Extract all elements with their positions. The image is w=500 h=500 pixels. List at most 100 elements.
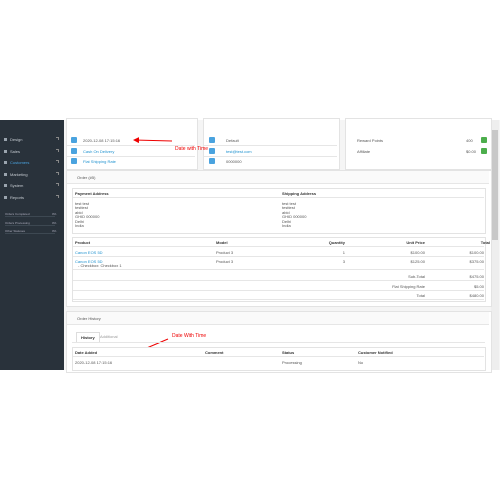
- address-line: GHID 000000: [282, 214, 307, 220]
- unit-price: $125.00: [410, 259, 425, 264]
- detail: Cash On Delivery: [83, 148, 115, 154]
- stat-label: Orders Processing: [5, 220, 30, 225]
- address-line: GHID 000000: [75, 214, 100, 220]
- address-line: India: [75, 223, 84, 228]
- panel-header-bg: [67, 312, 489, 325]
- divider: [67, 155, 195, 157]
- column-header: Status: [282, 350, 295, 355]
- annotation: Date with Time: [175, 146, 209, 152]
- menu-icon: [4, 138, 7, 141]
- icon: [71, 158, 77, 164]
- menu-item[interactable]: Customers: [10, 160, 30, 165]
- customer-info: 0000000: [226, 159, 242, 164]
- divider: [73, 280, 484, 281]
- menu-item[interactable]: Marketing: [10, 171, 28, 177]
- tab[interactable]: Additional: [100, 334, 118, 339]
- option-value: 400: [466, 138, 473, 143]
- menu-icon: [4, 195, 7, 199]
- option-value: $0.00: [466, 148, 477, 154]
- total-value: $480.00: [469, 293, 484, 298]
- icon: [71, 137, 77, 143]
- panel-options: [345, 118, 492, 170]
- address-line: testtest: [75, 205, 88, 211]
- address-line: Delhi: [282, 218, 292, 224]
- divider: [73, 269, 484, 270]
- product-name[interactable]: Canon EOS 5D: [75, 259, 103, 264]
- panel-title: Order (#5): [77, 175, 96, 180]
- divider: [73, 299, 484, 300]
- menu-icon: [4, 149, 7, 153]
- stat-value: 0%: [52, 212, 57, 216]
- menu-item[interactable]: Reports: [10, 194, 25, 200]
- history-cell: Processing: [282, 360, 302, 365]
- scroll-thumb: [492, 130, 498, 240]
- tab[interactable]: History: [76, 332, 100, 342]
- address-header: Shipping Address: [282, 191, 317, 196]
- sidebar: [0, 120, 64, 370]
- icon: [71, 147, 77, 154]
- menu-caret: [56, 148, 59, 152]
- history-cell: 2020-12-08 17:15:16: [75, 360, 113, 365]
- address-table: [72, 188, 486, 234]
- total-value: $5.00: [473, 283, 484, 289]
- address-line: India: [282, 223, 291, 228]
- divider: [73, 246, 484, 247]
- address-line: testtest: [282, 205, 295, 211]
- total-label: Sub-Total: [408, 274, 425, 279]
- option-button[interactable]: [481, 147, 487, 154]
- history-table: [72, 347, 486, 371]
- divider: [73, 356, 484, 357]
- menu-icon: [4, 184, 7, 187]
- column-header: Date Added: [75, 350, 98, 355]
- customer-info: Default: [226, 138, 239, 143]
- arrow: [133, 137, 173, 144]
- stat-bar: [5, 233, 55, 234]
- option-button[interactable]: [481, 137, 487, 143]
- menu-caret: [56, 194, 59, 198]
- address-line: test test: [75, 201, 90, 206]
- column-header: Quantity: [328, 240, 345, 245]
- option-label: Affiliate: [357, 148, 371, 154]
- stat-label: Other Statuses: [5, 229, 26, 233]
- stat-label: Orders Completed: [5, 212, 30, 216]
- product-name[interactable]: Canon EOS 5D: [75, 250, 103, 255]
- stat-bar: [5, 224, 55, 226]
- address-header: Payment Address: [75, 191, 109, 196]
- panel-title: Order History: [77, 316, 101, 321]
- divider: [67, 145, 195, 146]
- annotation: Date With Time: [172, 333, 207, 339]
- divider: [73, 289, 484, 291]
- stat-bar: [5, 216, 55, 217]
- divider: [204, 145, 337, 146]
- line-total: $375.00: [469, 259, 484, 264]
- customer-info: test@test.com: [226, 148, 252, 154]
- column-header: Total: [480, 240, 490, 245]
- option-label: Reward Points: [357, 138, 384, 143]
- panel-header-bg: [67, 171, 489, 184]
- column-header: Comment: [205, 350, 224, 355]
- stat-value: 0%: [52, 220, 57, 225]
- panel-order-details: [66, 118, 198, 170]
- divider: [73, 197, 484, 198]
- menu-caret: [56, 171, 59, 175]
- total-label: Total: [416, 293, 425, 298]
- scrollbar: [491, 120, 499, 370]
- icon: [209, 147, 215, 154]
- column-header: Unit Price: [406, 240, 425, 245]
- menu-caret: [56, 160, 59, 163]
- detail: Flat Shipping Rate: [83, 159, 116, 164]
- menu-item[interactable]: Sales: [10, 148, 21, 154]
- menu-item[interactable]: Design: [10, 137, 23, 142]
- product-model: Product 3: [216, 250, 234, 255]
- panel-customer: [203, 118, 340, 170]
- line-total: $100.00: [469, 250, 484, 255]
- detail: 2020-12-08 17:15:16: [83, 138, 121, 143]
- quantity: 1: [342, 250, 345, 255]
- column-header: Customer Notified: [358, 350, 393, 355]
- address-line: abid: [75, 209, 83, 215]
- product-model: Product 3: [216, 259, 234, 264]
- icon: [209, 137, 215, 143]
- address-line: Delhi: [75, 218, 85, 224]
- menu-item[interactable]: System: [10, 183, 24, 188]
